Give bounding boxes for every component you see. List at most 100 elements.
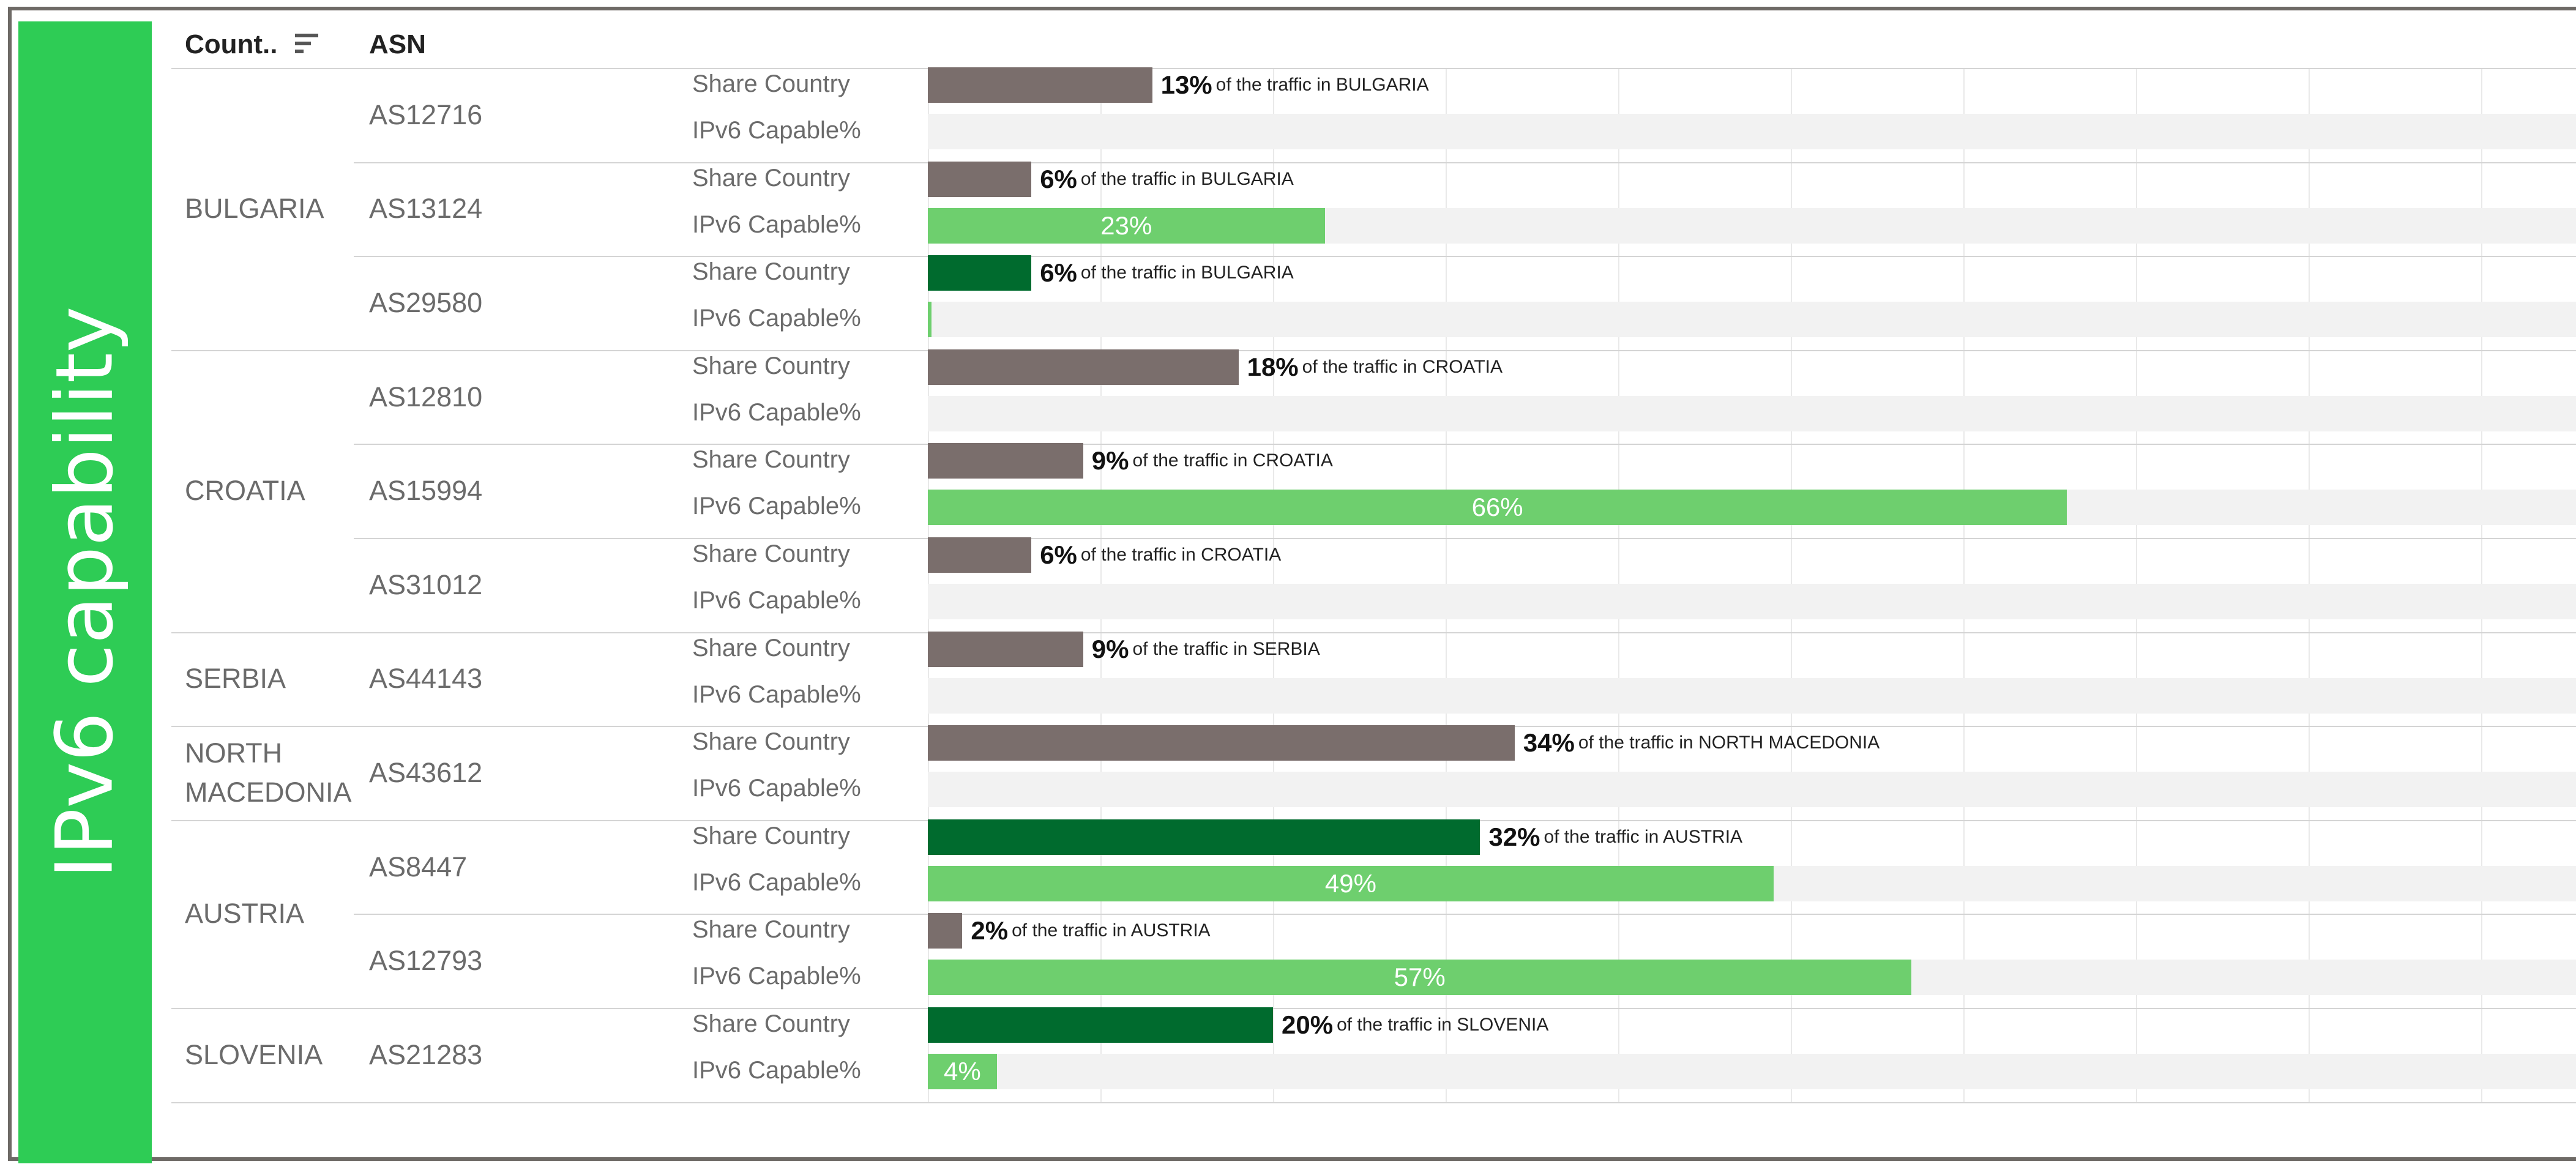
row-separator [171,632,2576,633]
row-separator [354,914,2576,915]
sort-descending-icon[interactable] [295,34,319,56]
share-country-data-label: 9% of the traffic in SERBIA [1092,632,1320,667]
ipv6-capable-bar[interactable]: 23% [928,207,1325,244]
metric-label-share-country: Share Country [692,352,850,379]
share-country-bar[interactable] [928,725,1515,761]
row-separator [354,444,2576,446]
share-country-data-label: 34% of the traffic in NORTH MACEDONIA [1523,725,1880,761]
ipv6-capable-bar[interactable]: 57% [928,960,1912,996]
share-percent-value: 32% [1488,822,1540,851]
country-label[interactable]: AUSTRIA [185,898,305,930]
metric-label-ipv6-capable: IPv6 Capable% [692,868,861,896]
country-label[interactable]: SERBIA [185,663,286,695]
share-country-bar[interactable] [928,255,1032,291]
share-country-data-label: 13% of the traffic in BULGARIA [1161,67,1429,103]
ipv6-capable-data-label: 49% [1324,868,1376,898]
share-percent-value: 6% [1040,258,1077,288]
share-country-bar[interactable] [928,913,963,949]
asn-label[interactable]: AS43612 [369,757,483,788]
share-country-bar[interactable] [928,349,1239,385]
ipv6-row-band [928,1054,2576,1089]
metric-label-share-country: Share Country [692,1010,850,1037]
share-traffic-text: of the traffic in BULGARIA [1080,263,1294,283]
metric-label-ipv6-capable: IPv6 Capable% [692,305,861,332]
metric-label-ipv6-capable: IPv6 Capable% [692,680,861,708]
country-label[interactable]: SLOVENIA [185,1038,323,1070]
share-country-data-label: 6% of the traffic in CROATIA [1040,537,1281,573]
asn-label[interactable]: AS8447 [369,851,468,882]
ipv6-capable-bar[interactable]: 49% [928,865,1774,901]
metric-label-share-country: Share Country [692,164,850,192]
share-traffic-text: of the traffic in SERBIA [1132,638,1320,659]
asn-label[interactable]: AS21283 [369,1038,483,1070]
row-separator [354,538,2576,539]
share-percent-value: 6% [1040,164,1077,193]
metric-label-ipv6-capable: IPv6 Capable% [692,963,861,990]
share-percent-value: 18% [1247,352,1299,381]
ipv6-row-band [928,584,2576,619]
row-separator [354,162,2576,163]
share-traffic-text: of the traffic in CROATIA [1302,356,1503,377]
metric-label-share-country: Share Country [692,70,850,97]
metric-label-share-country: Share Country [692,446,850,474]
row-separator [171,349,2576,351]
ipv6-capable-data-label: 4% [944,1057,981,1086]
ipv6-row-band [928,772,2576,808]
country-label[interactable]: NORTH [185,737,283,769]
country-label[interactable]: CROATIA [185,475,305,507]
share-percent-value: 9% [1091,446,1129,475]
metric-label-share-country: Share Country [692,728,850,756]
dashboard-frame [8,7,2576,1161]
country-column-header[interactable]: Count.. [185,29,278,59]
share-country-bar[interactable] [928,443,1083,479]
asn-label[interactable]: AS12793 [369,945,483,977]
share-country-bar[interactable] [928,1007,1273,1043]
sidebar-title: IPv6 capability [39,306,131,879]
share-country-data-label: 32% of the traffic in AUSTRIA [1488,819,1742,855]
share-country-data-label: 6% of the traffic in BULGARIA [1040,255,1294,291]
ipv6-row-band [928,114,2576,149]
ipv6-capable-bar[interactable]: 4% [928,1054,997,1089]
asn-label[interactable]: AS13124 [369,193,483,225]
ipv6-row-band [928,677,2576,714]
share-country-data-label: 6% of the traffic in BULGARIA [1040,162,1294,197]
metric-label-ipv6-capable: IPv6 Capable% [692,117,861,144]
share-country-bar[interactable] [928,537,1032,573]
metric-label-ipv6-capable: IPv6 Capable% [692,1057,861,1084]
share-traffic-text: of the traffic in NORTH MACEDONIA [1578,733,1880,753]
metric-label-share-country: Share Country [692,634,850,662]
ipv6-capable-data-label: 23% [1100,211,1152,240]
metric-label-ipv6-capable: IPv6 Capable% [692,587,861,614]
ipv6-capable-bar[interactable] [928,302,931,338]
asn-label[interactable]: AS12716 [369,99,483,130]
asn-label[interactable]: AS44143 [369,663,483,695]
header-separator [171,68,2576,69]
ipv6-capable-bar[interactable]: 66% [928,490,2067,526]
asn-label[interactable]: AS31012 [369,569,483,600]
share-percent-value: 13% [1160,70,1212,99]
asn-column-header[interactable]: ASN [369,29,426,59]
ipv6-row-band [928,302,2576,338]
share-traffic-text: of the traffic in BULGARIA [1215,75,1429,95]
share-traffic-text: of the traffic in CROATIA [1080,545,1282,565]
ipv6-capable-data-label: 66% [1471,493,1523,522]
country-label[interactable]: MACEDONIA [185,777,352,808]
row-separator [354,256,2576,258]
metric-label-ipv6-capable: IPv6 Capable% [692,398,861,426]
country-label[interactable]: BULGARIA [185,193,324,225]
share-country-bar[interactable] [928,161,1032,197]
asn-label[interactable]: AS29580 [369,287,483,318]
row-separator [171,1102,2576,1103]
metric-label-ipv6-capable: IPv6 Capable% [692,493,861,520]
share-country-bar[interactable] [928,631,1083,667]
asn-label[interactable]: AS12810 [369,381,483,412]
share-country-bar[interactable] [928,67,1152,103]
share-traffic-text: of the traffic in AUSTRIA [1012,920,1211,941]
metric-label-ipv6-capable: IPv6 Capable% [692,211,861,238]
asn-label[interactable]: AS15994 [369,475,483,507]
share-country-data-label: 20% of the traffic in SLOVENIA [1282,1007,1548,1043]
share-percent-value: 6% [1040,540,1077,569]
share-country-bar[interactable] [928,819,1480,855]
share-traffic-text: of the traffic in AUSTRIA [1544,826,1743,847]
share-percent-value: 2% [971,916,1009,945]
